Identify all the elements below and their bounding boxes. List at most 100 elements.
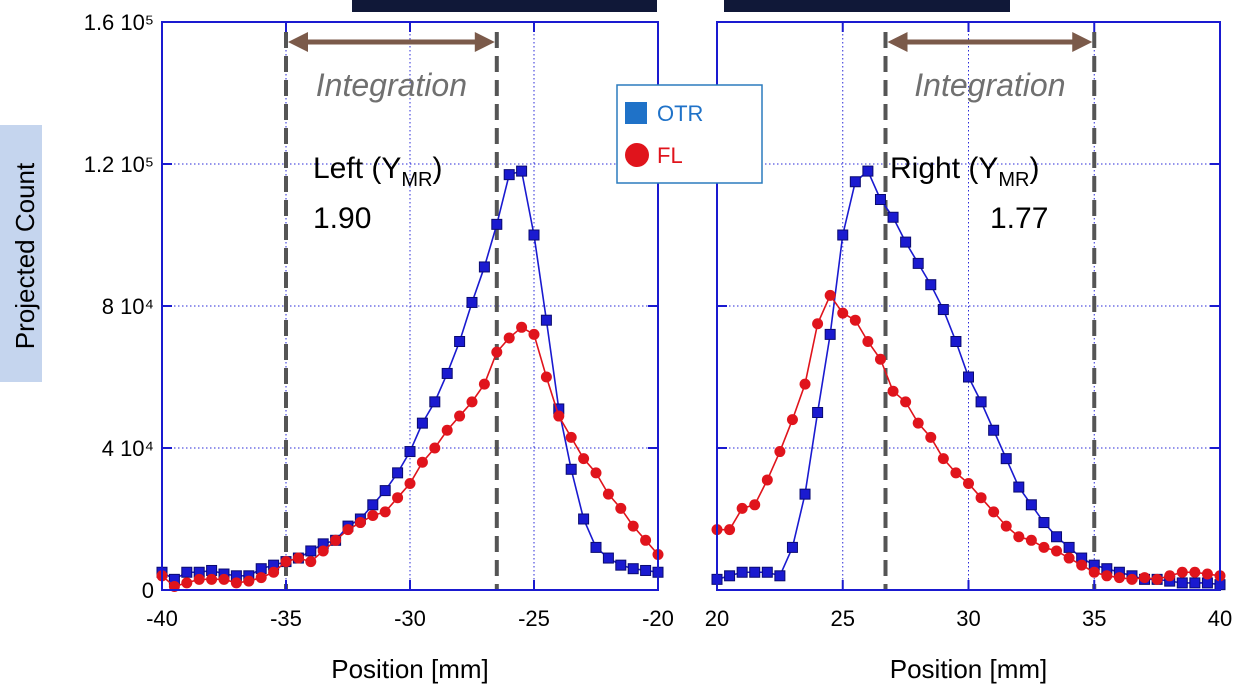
y-tick-label: 4 10⁴ xyxy=(102,436,154,461)
data-point xyxy=(963,478,974,489)
image-strip xyxy=(724,0,1010,12)
data-point xyxy=(616,560,626,570)
data-point xyxy=(579,514,589,524)
data-point xyxy=(578,453,589,464)
data-point xyxy=(1126,574,1137,585)
region-label-sub: MR xyxy=(998,169,1029,191)
data-point xyxy=(553,411,564,422)
legend-marker xyxy=(625,143,649,167)
data-point xyxy=(838,230,848,240)
data-point xyxy=(825,290,836,301)
data-point xyxy=(1177,578,1187,588)
data-point xyxy=(888,386,899,397)
data-point xyxy=(1164,570,1175,581)
data-point xyxy=(219,574,230,585)
x-axis-label: Position [mm] xyxy=(331,654,489,684)
data-point xyxy=(1089,567,1100,578)
data-point xyxy=(628,564,638,574)
data-point xyxy=(293,553,304,564)
data-point xyxy=(976,492,987,503)
legend-label: FL xyxy=(657,143,683,168)
data-point xyxy=(182,567,192,577)
data-point xyxy=(749,499,760,510)
data-point xyxy=(976,397,986,407)
data-point xyxy=(737,503,748,514)
data-point xyxy=(787,542,797,552)
data-point xyxy=(194,574,205,585)
data-point xyxy=(1026,500,1036,510)
data-point xyxy=(405,478,416,489)
data-point xyxy=(837,308,848,319)
data-point xyxy=(491,347,502,358)
data-point xyxy=(762,474,773,485)
legend-box xyxy=(617,85,762,183)
data-point xyxy=(1064,542,1074,552)
data-point xyxy=(1177,567,1188,578)
data-point xyxy=(988,506,999,517)
data-point xyxy=(455,337,465,347)
data-point xyxy=(504,170,514,180)
x-tick-label: -25 xyxy=(518,606,550,631)
region-label: Left (YMR) xyxy=(313,152,442,191)
x-tick-label: -30 xyxy=(394,606,426,631)
y-tick-label: 1.6 10⁵ xyxy=(84,10,154,35)
page: IntegrationLeft (YMR)1.9004 10⁴8 10⁴1.2 … xyxy=(0,0,1239,691)
x-tick-label: 40 xyxy=(1208,606,1232,631)
data-point xyxy=(281,556,292,567)
data-point xyxy=(516,322,527,333)
x-tick-label: -35 xyxy=(270,606,302,631)
x-axis-label: Position [mm] xyxy=(890,654,1048,684)
data-point xyxy=(800,489,810,499)
data-point xyxy=(206,574,217,585)
chart: IntegrationLeft (YMR)1.9004 10⁴8 10⁴1.2 … xyxy=(0,0,1239,691)
data-point xyxy=(640,535,651,546)
data-point xyxy=(1101,570,1112,581)
data-point xyxy=(800,379,811,390)
data-point xyxy=(1038,542,1049,553)
data-point xyxy=(355,517,366,528)
data-point xyxy=(762,567,772,577)
data-point xyxy=(1013,531,1024,542)
y-axis-label: Projected Count xyxy=(10,162,40,349)
data-point xyxy=(825,329,835,339)
data-point xyxy=(541,315,551,325)
data-point xyxy=(405,447,415,457)
data-point xyxy=(888,212,898,222)
data-point xyxy=(850,177,860,187)
ratio-label: 1.77 xyxy=(990,202,1048,235)
data-point xyxy=(429,443,440,454)
data-point xyxy=(430,397,440,407)
region-label-main: Right (Y xyxy=(890,152,998,185)
data-point xyxy=(1051,545,1062,556)
data-point xyxy=(380,506,391,517)
data-point xyxy=(1026,535,1037,546)
data-point xyxy=(529,329,540,340)
data-point xyxy=(964,372,974,382)
data-point xyxy=(951,337,961,347)
data-point xyxy=(875,195,885,205)
legend-marker xyxy=(625,102,647,124)
x-tick-label: 25 xyxy=(831,606,855,631)
data-point xyxy=(603,489,614,500)
legend-label: OTR xyxy=(657,101,703,126)
data-point xyxy=(566,432,577,443)
region-label-close: ) xyxy=(432,152,442,185)
data-point xyxy=(343,524,354,535)
data-point xyxy=(938,305,948,315)
data-point xyxy=(268,567,279,578)
y-tick-label: 8 10⁴ xyxy=(102,294,154,319)
data-point xyxy=(901,237,911,247)
data-point xyxy=(1189,567,1200,578)
data-point xyxy=(863,166,873,176)
data-point xyxy=(724,524,735,535)
data-point xyxy=(737,567,747,577)
y-tick-label: 0 xyxy=(142,578,154,603)
data-point xyxy=(517,166,527,176)
data-point xyxy=(529,230,539,240)
data-point xyxy=(1114,572,1125,583)
data-point xyxy=(231,577,242,588)
data-point xyxy=(725,571,735,581)
data-point xyxy=(181,577,192,588)
data-point xyxy=(442,368,452,378)
data-point xyxy=(368,500,378,510)
